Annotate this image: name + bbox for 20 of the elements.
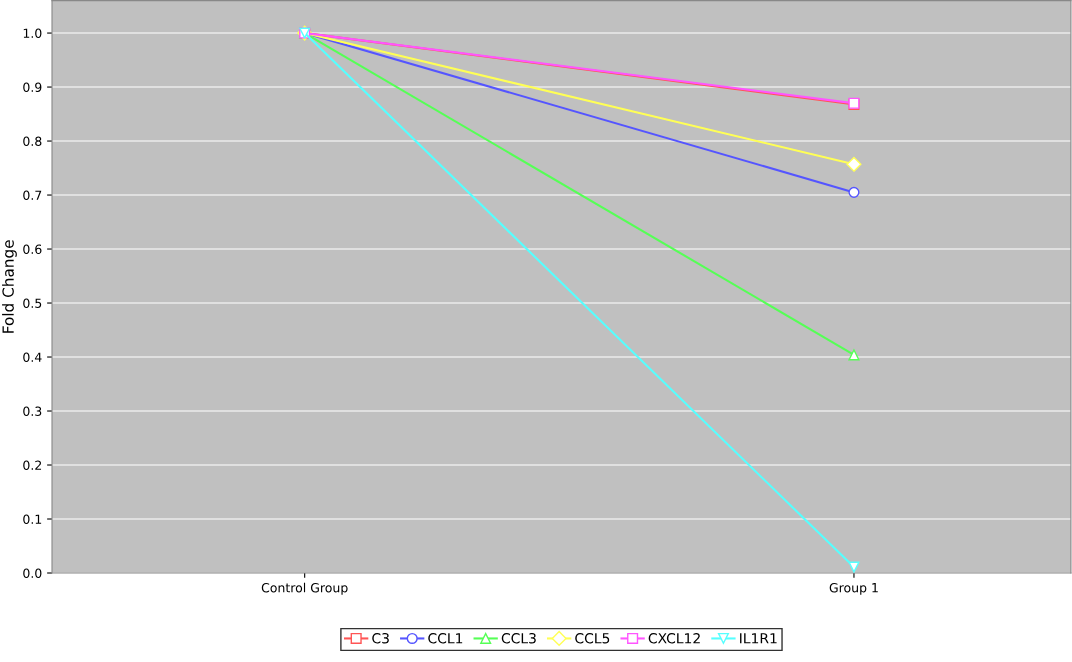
y-tick-label: 0.2	[23, 460, 42, 470]
legend-label: IL1R1	[740, 633, 777, 644]
y-tick-label: 0.3	[23, 406, 42, 416]
x-tick-label: Group 1	[829, 582, 878, 595]
legend-label: CCL3	[501, 633, 536, 644]
y-tick-label: 1.0	[23, 28, 42, 38]
x-tick-label: Control Group	[261, 582, 348, 595]
legend-label: C3	[372, 633, 389, 644]
y-tick-label: 0.7	[23, 190, 42, 200]
y-tick-label: 0.8	[23, 136, 42, 146]
y-tick-label: 0.5	[23, 298, 42, 308]
y-tick-label: 0.4	[23, 352, 42, 362]
y-tick-label: 0.9	[23, 82, 42, 92]
legend-label: CCL5	[575, 633, 610, 644]
legend-label: CXCL12	[648, 633, 700, 644]
y-tick-label: 0.6	[23, 244, 42, 254]
y-tick-label: 0.1	[23, 514, 42, 524]
legend-label: CCL1	[428, 633, 463, 644]
y-axis-title: Fold Change	[2, 240, 17, 333]
y-tick-label: 0.0	[23, 568, 42, 578]
